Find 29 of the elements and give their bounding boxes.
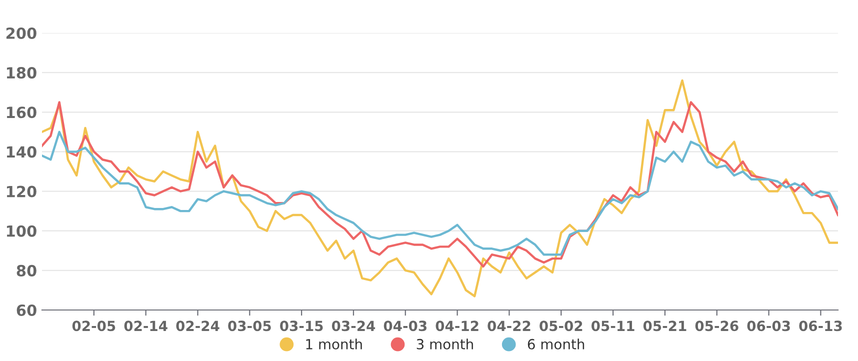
y-tick-label: 60 (16, 304, 36, 316)
legend-label: 6 month (528, 338, 584, 350)
y-tick-label: 200 (6, 27, 36, 40)
x-tick-label: 05-26 (695, 320, 738, 332)
line-series (42, 101, 838, 268)
y-tick-label: 100 (6, 225, 36, 237)
x-tick-label: 05-21 (643, 320, 686, 332)
x-tick-label: 02-05 (72, 320, 116, 332)
x-tick-label: 03-24 (332, 320, 376, 332)
legend-label: 1 month (306, 338, 362, 350)
legend-label: 3 month (416, 338, 473, 350)
x-tick-label: 04-22 (488, 320, 530, 332)
x-tick-label: 03-15 (280, 320, 323, 332)
x-tick-label: 04-12 (436, 320, 478, 332)
y-tick-label: 140 (6, 146, 36, 158)
x-tick-label: 05-02 (540, 320, 582, 332)
x-tick-label: 05-11 (592, 320, 634, 332)
line-series (42, 130, 838, 256)
x-tick-label: 03-05 (228, 320, 271, 332)
y-tick-label: 180 (6, 67, 36, 79)
y-tick-label: 120 (6, 186, 36, 198)
y-tick-label: 160 (6, 106, 36, 118)
x-tick-label: 02-14 (124, 320, 168, 332)
x-tick-label: 06-13 (799, 320, 842, 332)
y-tick-label: 80 (16, 264, 36, 276)
x-tick-label: 06-03 (747, 320, 790, 332)
line-series (42, 79, 838, 298)
x-tick-label: 04-03 (384, 320, 426, 332)
x-tick-label: 02-24 (176, 320, 220, 332)
